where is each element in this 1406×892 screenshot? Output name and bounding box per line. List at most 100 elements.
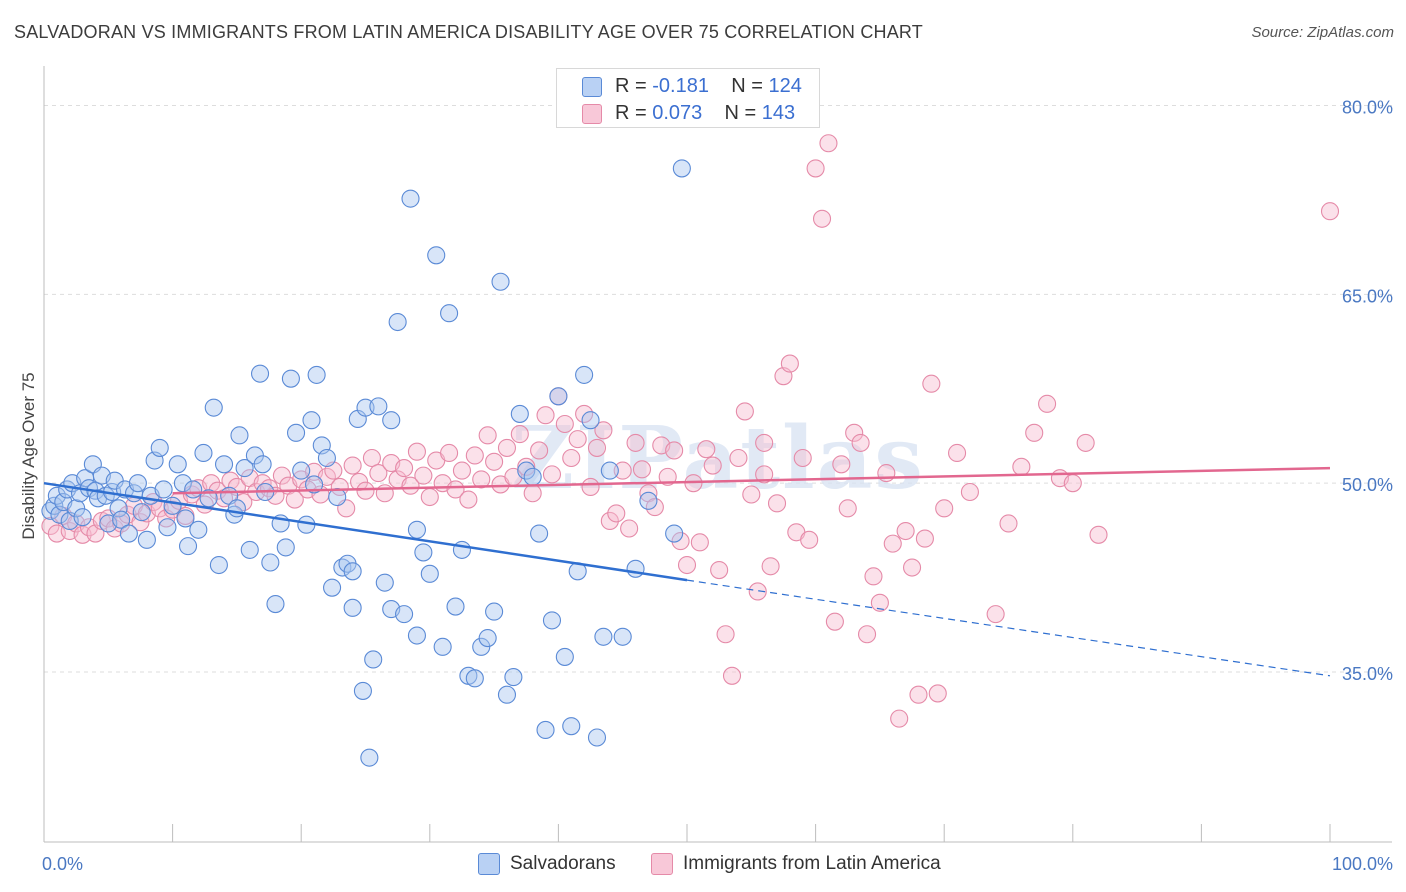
data-point-salvadorans <box>184 480 203 499</box>
series-salvadorans-points <box>41 159 691 767</box>
data-point-salvadorans <box>214 455 234 474</box>
data-point-salvadorans <box>414 543 433 562</box>
n-label: N = <box>724 102 762 124</box>
data-point-immigrants <box>896 521 915 541</box>
data-point-immigrants <box>581 477 600 497</box>
data-point-salvadorans <box>542 611 562 630</box>
n-label: N = <box>731 75 769 97</box>
data-point-salvadorans <box>364 650 383 669</box>
data-point-salvadorans <box>472 637 491 656</box>
data-point-salvadorans <box>266 594 285 614</box>
pink-swatch <box>582 104 602 124</box>
data-point-salvadorans <box>440 304 459 323</box>
data-point-immigrants <box>1038 394 1057 413</box>
data-point-salvadorans <box>665 524 684 543</box>
data-point-salvadorans <box>465 669 484 688</box>
data-point-immigrants <box>1320 202 1340 221</box>
data-point-immigrants <box>825 612 844 631</box>
x-tick-labels: 0.0% 100.0% <box>42 854 1393 874</box>
data-point-salvadorans <box>401 189 420 208</box>
legend-label: Salvadorans <box>510 853 616 874</box>
data-point-immigrants <box>112 514 131 533</box>
data-point-immigrants <box>915 529 934 548</box>
data-point-immigrants <box>1076 433 1095 452</box>
data-point-immigrants <box>755 465 774 484</box>
data-point-immigrants <box>851 433 870 452</box>
data-point-immigrants <box>671 532 690 551</box>
data-point-salvadorans <box>168 455 187 474</box>
r-value: 0.073 <box>652 102 703 124</box>
data-point-salvadorans <box>575 365 594 384</box>
data-point-immigrants <box>452 461 472 480</box>
data-point-immigrants <box>542 465 562 484</box>
data-point-salvadorans <box>261 553 280 572</box>
data-point-immigrants <box>613 461 632 480</box>
data-point-immigrants <box>819 134 838 153</box>
data-point-immigrants <box>677 555 697 575</box>
series-immigrants-points <box>41 134 1340 728</box>
y-tick-label: 65.0% <box>1342 286 1393 306</box>
data-point-salvadorans <box>356 398 375 417</box>
data-point-immigrants <box>555 414 574 434</box>
data-point-immigrants <box>845 423 864 442</box>
data-point-salvadorans <box>132 503 151 522</box>
data-point-immigrants <box>459 490 478 509</box>
data-point-salvadorans <box>388 312 407 332</box>
data-point-salvadorans <box>137 530 156 549</box>
data-point-salvadorans <box>302 411 321 430</box>
x-tick-label: 100.0% <box>1332 854 1393 874</box>
data-point-immigrants <box>716 625 735 644</box>
data-point-immigrants <box>356 481 375 500</box>
data-point-immigrants <box>767 494 787 513</box>
data-point-salvadorans <box>112 510 131 529</box>
data-point-immigrants <box>536 406 555 425</box>
legend-label: Immigrants from Latin America <box>683 853 941 874</box>
data-point-immigrants <box>414 466 433 485</box>
data-point-immigrants <box>465 446 484 465</box>
blue-swatch <box>478 853 500 875</box>
grid-lines <box>44 104 1392 673</box>
data-point-salvadorans <box>523 467 542 486</box>
data-point-salvadorans <box>407 626 426 645</box>
data-point-immigrants <box>594 421 613 440</box>
data-point-salvadorans <box>369 397 388 416</box>
data-point-salvadorans <box>204 398 223 417</box>
data-point-salvadorans <box>491 272 510 291</box>
data-point-salvadorans <box>478 628 497 648</box>
x-tick-label: 0.0% <box>42 854 83 874</box>
data-point-salvadorans <box>194 443 213 463</box>
data-point-immigrants <box>407 442 426 461</box>
axes <box>43 66 1392 843</box>
data-point-immigrants <box>587 438 607 457</box>
r-label: R = <box>615 102 653 124</box>
data-point-immigrants <box>73 525 92 544</box>
data-point-immigrants <box>607 504 626 523</box>
data-point-salvadorans <box>581 411 600 430</box>
data-point-immigrants <box>568 430 587 449</box>
data-point-salvadorans <box>154 480 173 499</box>
data-point-salvadorans <box>240 540 259 559</box>
data-point-immigrants <box>761 557 780 576</box>
data-point-salvadorans <box>328 487 347 507</box>
data-point-immigrants <box>722 666 742 685</box>
data-point-salvadorans <box>189 520 208 539</box>
data-point-salvadorans <box>119 524 138 543</box>
pink-swatch <box>651 853 673 875</box>
data-point-immigrants <box>497 438 517 457</box>
data-point-salvadorans <box>420 564 439 583</box>
data-point-salvadorans <box>600 461 619 480</box>
data-point-immigrants <box>793 448 812 468</box>
data-point-salvadorans <box>253 455 272 474</box>
data-point-immigrants <box>632 460 652 479</box>
data-point-immigrants <box>530 441 549 460</box>
data-point-salvadorans <box>343 562 362 581</box>
data-point-immigrants <box>832 455 851 474</box>
data-point-salvadorans <box>230 426 249 445</box>
data-point-salvadorans <box>109 499 128 518</box>
trend-line-immigrants <box>172 466 1331 495</box>
n-value: 143 <box>761 102 796 124</box>
data-point-immigrants <box>755 433 774 452</box>
data-point-salvadorans <box>613 627 632 646</box>
data-point-immigrants <box>710 561 729 580</box>
y-tick-label: 35.0% <box>1342 664 1393 684</box>
